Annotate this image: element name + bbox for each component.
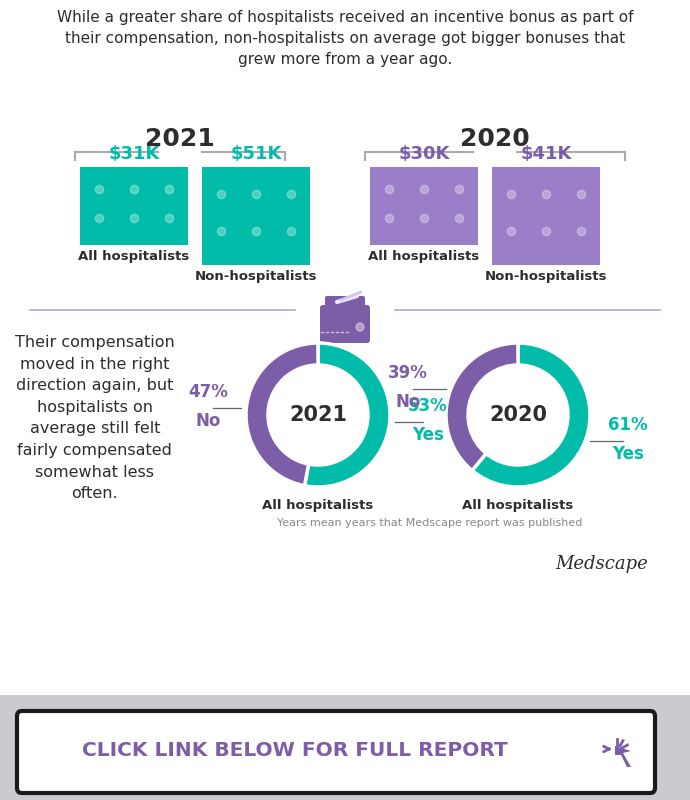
Text: 2021: 2021 [289, 405, 347, 425]
FancyBboxPatch shape [370, 167, 478, 245]
FancyBboxPatch shape [320, 305, 370, 343]
FancyBboxPatch shape [80, 167, 188, 245]
Text: Yes: Yes [612, 445, 644, 463]
Text: 53%: 53% [408, 398, 448, 415]
Text: $51K: $51K [230, 145, 282, 163]
Text: $30K: $30K [398, 145, 450, 163]
Text: Non-hospitalists: Non-hospitalists [195, 270, 317, 283]
Text: CLICK LINK BELOW FOR FULL REPORT: CLICK LINK BELOW FOR FULL REPORT [82, 742, 508, 761]
Text: All hospitalists: All hospitalists [368, 250, 480, 263]
Circle shape [356, 323, 364, 331]
Text: No: No [395, 393, 421, 411]
FancyBboxPatch shape [202, 167, 310, 265]
Text: 61%: 61% [608, 416, 648, 434]
Text: All hospitalists: All hospitalists [462, 499, 573, 512]
Wedge shape [246, 343, 318, 486]
Wedge shape [304, 343, 390, 487]
Text: No: No [195, 412, 221, 430]
Text: All hospitalists: All hospitalists [262, 499, 373, 512]
Text: $31K: $31K [108, 145, 159, 163]
FancyBboxPatch shape [325, 296, 365, 314]
Text: Their compensation
moved in the right
direction again, but
hospitalists on
avera: Their compensation moved in the right di… [15, 335, 175, 501]
Text: $41K: $41K [520, 145, 572, 163]
Text: 2020: 2020 [460, 127, 530, 151]
Text: 2021: 2021 [145, 127, 215, 151]
Wedge shape [446, 343, 518, 470]
FancyBboxPatch shape [17, 711, 655, 793]
Text: Medscape: Medscape [555, 555, 648, 573]
Text: 47%: 47% [188, 382, 228, 401]
Text: 39%: 39% [388, 364, 428, 382]
Polygon shape [615, 746, 631, 767]
FancyBboxPatch shape [492, 167, 600, 265]
Text: 2020: 2020 [489, 405, 547, 425]
Text: All hospitalists: All hospitalists [79, 250, 190, 263]
Text: While a greater share of hospitalists received an incentive bonus as part of
the: While a greater share of hospitalists re… [57, 10, 633, 67]
FancyBboxPatch shape [0, 695, 690, 800]
Text: Non-hospitalists: Non-hospitalists [485, 270, 607, 283]
Text: Yes: Yes [412, 426, 444, 444]
Text: Years mean years that Medscape report was published: Years mean years that Medscape report wa… [277, 518, 582, 528]
Wedge shape [472, 343, 590, 487]
